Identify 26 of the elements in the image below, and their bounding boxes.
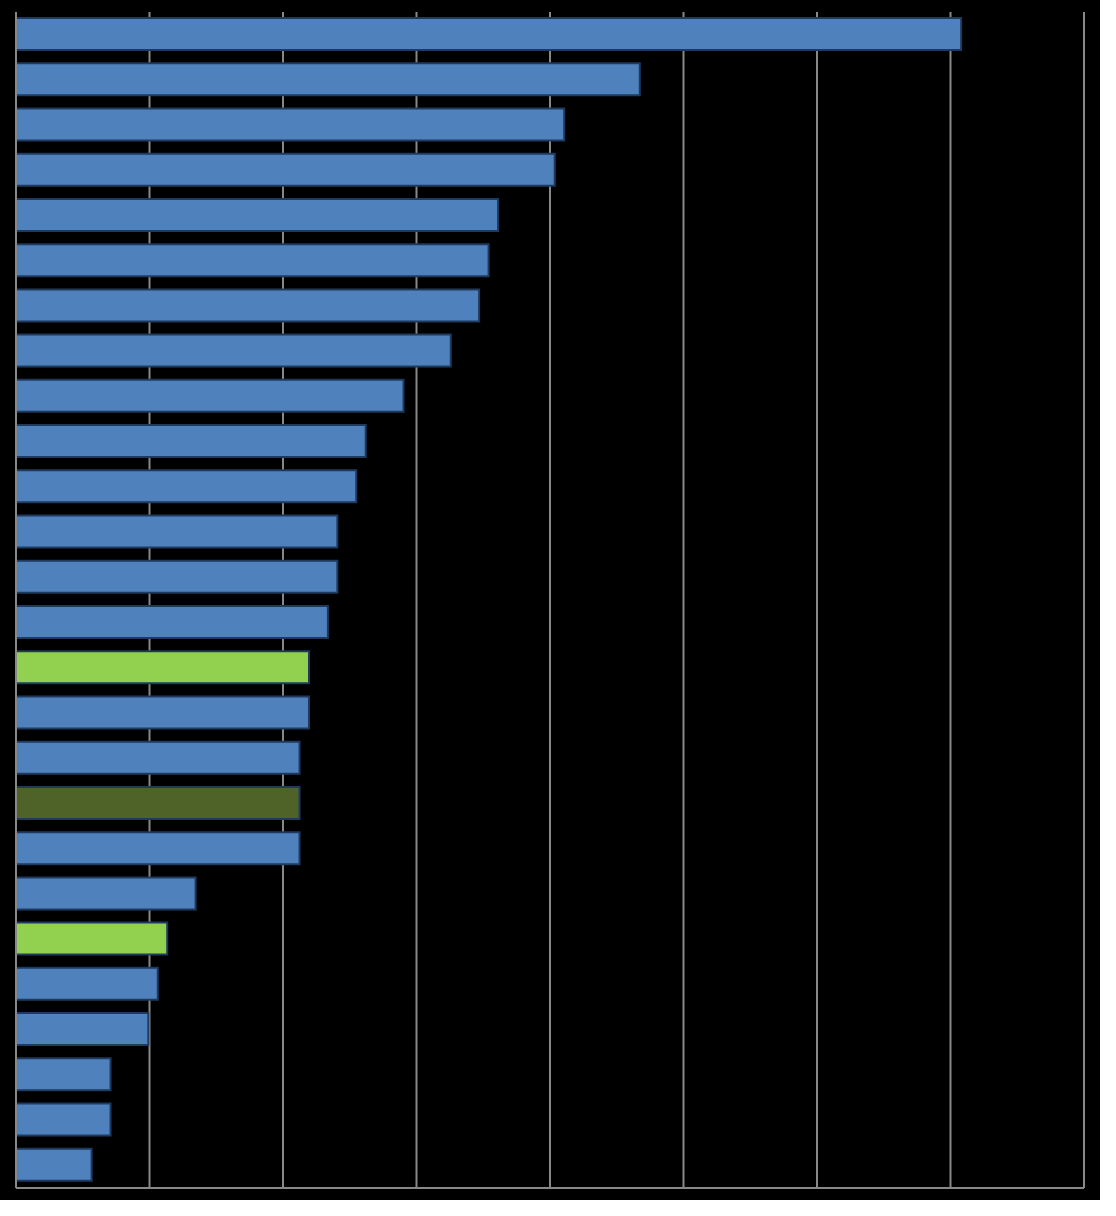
bar — [15, 650, 310, 685]
bar — [15, 559, 339, 594]
bar — [15, 197, 500, 232]
bar — [15, 921, 169, 956]
bar — [15, 333, 452, 368]
bar — [15, 62, 641, 97]
bar — [15, 152, 556, 187]
bar — [15, 605, 329, 639]
bar — [15, 107, 566, 142]
bar — [15, 831, 301, 866]
bar — [15, 785, 301, 820]
bar — [15, 378, 405, 413]
bar — [15, 424, 367, 459]
bar — [15, 740, 301, 775]
bar — [15, 876, 197, 911]
bar — [15, 1147, 93, 1182]
bar — [15, 469, 358, 504]
bar — [15, 966, 159, 1001]
bar — [15, 17, 963, 51]
bar — [15, 1102, 112, 1137]
bar — [15, 695, 310, 730]
bar — [15, 243, 490, 278]
bar — [15, 288, 481, 323]
bar — [15, 1057, 112, 1092]
bar — [15, 514, 339, 549]
bar — [15, 1012, 150, 1047]
